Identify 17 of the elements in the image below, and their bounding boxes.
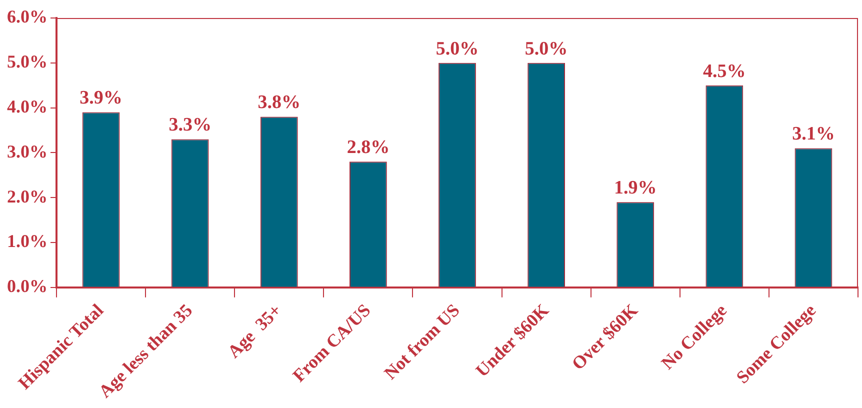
y-tick-label: 5.0%	[7, 52, 48, 72]
x-tick-label: Age 35+	[224, 300, 286, 362]
y-tick-label: 4.0%	[7, 96, 48, 116]
data-label: 3.8%	[258, 92, 301, 114]
y-tick-label: 0.0%	[7, 276, 48, 296]
data-label: 3.3%	[168, 114, 212, 136]
data-label: 1.9%	[614, 177, 657, 198]
data-label: 5.0%	[436, 38, 479, 60]
y-tick-label: 2.0%	[7, 186, 48, 206]
y-tick-label: 1.0%	[7, 231, 48, 252]
y-tick-label: 3.0%	[7, 141, 48, 162]
data-label: 3.1%	[792, 124, 835, 145]
data-label: 2.8%	[346, 137, 390, 158]
data-label: 5.0%	[524, 38, 568, 60]
data-label: 4.5%	[703, 60, 746, 82]
y-tick-label: 6.0%	[7, 6, 48, 27]
data-label: 3.9%	[80, 88, 122, 109]
